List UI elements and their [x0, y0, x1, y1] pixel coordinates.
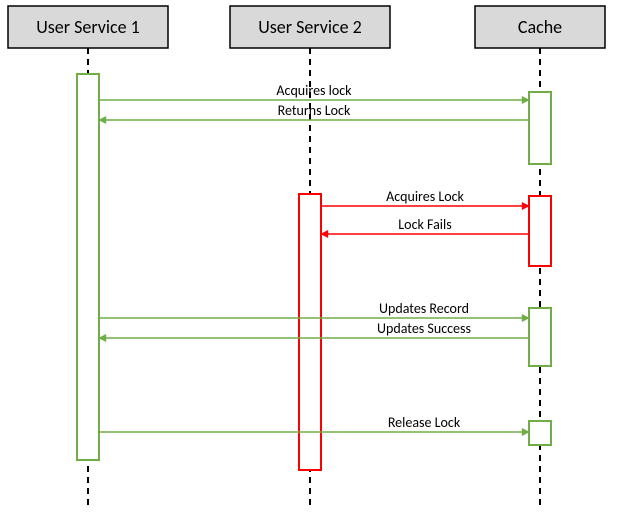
- activation-cache-4: [529, 308, 551, 366]
- participant-label-us1: User Service 1: [36, 16, 140, 38]
- message-label-6: Release Lock: [388, 414, 461, 431]
- participants: User Service 1 User Service 2 Cache: [8, 6, 605, 48]
- participant-label-us2: User Service 2: [258, 16, 362, 38]
- activation-cache-1: [529, 92, 551, 164]
- message-label-1: Returns Lock: [278, 102, 351, 119]
- message-label-3: Lock Fails: [398, 216, 451, 233]
- message-label-5: Updates Success: [377, 320, 471, 337]
- message-label-0: Acquires lock: [276, 82, 352, 99]
- activation-us2-2: [299, 194, 321, 470]
- activation-us1-0: [77, 74, 99, 460]
- activation-cache-3: [529, 196, 551, 266]
- participant-label-cache: Cache: [518, 16, 562, 38]
- message-label-4: Updates Record: [379, 300, 469, 317]
- sequence-diagram: Acquires lock Returns Lock Acquires Lock Lo…: [0, 0, 624, 517]
- activations: [77, 74, 551, 470]
- message-label-2: Acquires Lock: [386, 188, 464, 205]
- activation-cache-5: [529, 421, 551, 445]
